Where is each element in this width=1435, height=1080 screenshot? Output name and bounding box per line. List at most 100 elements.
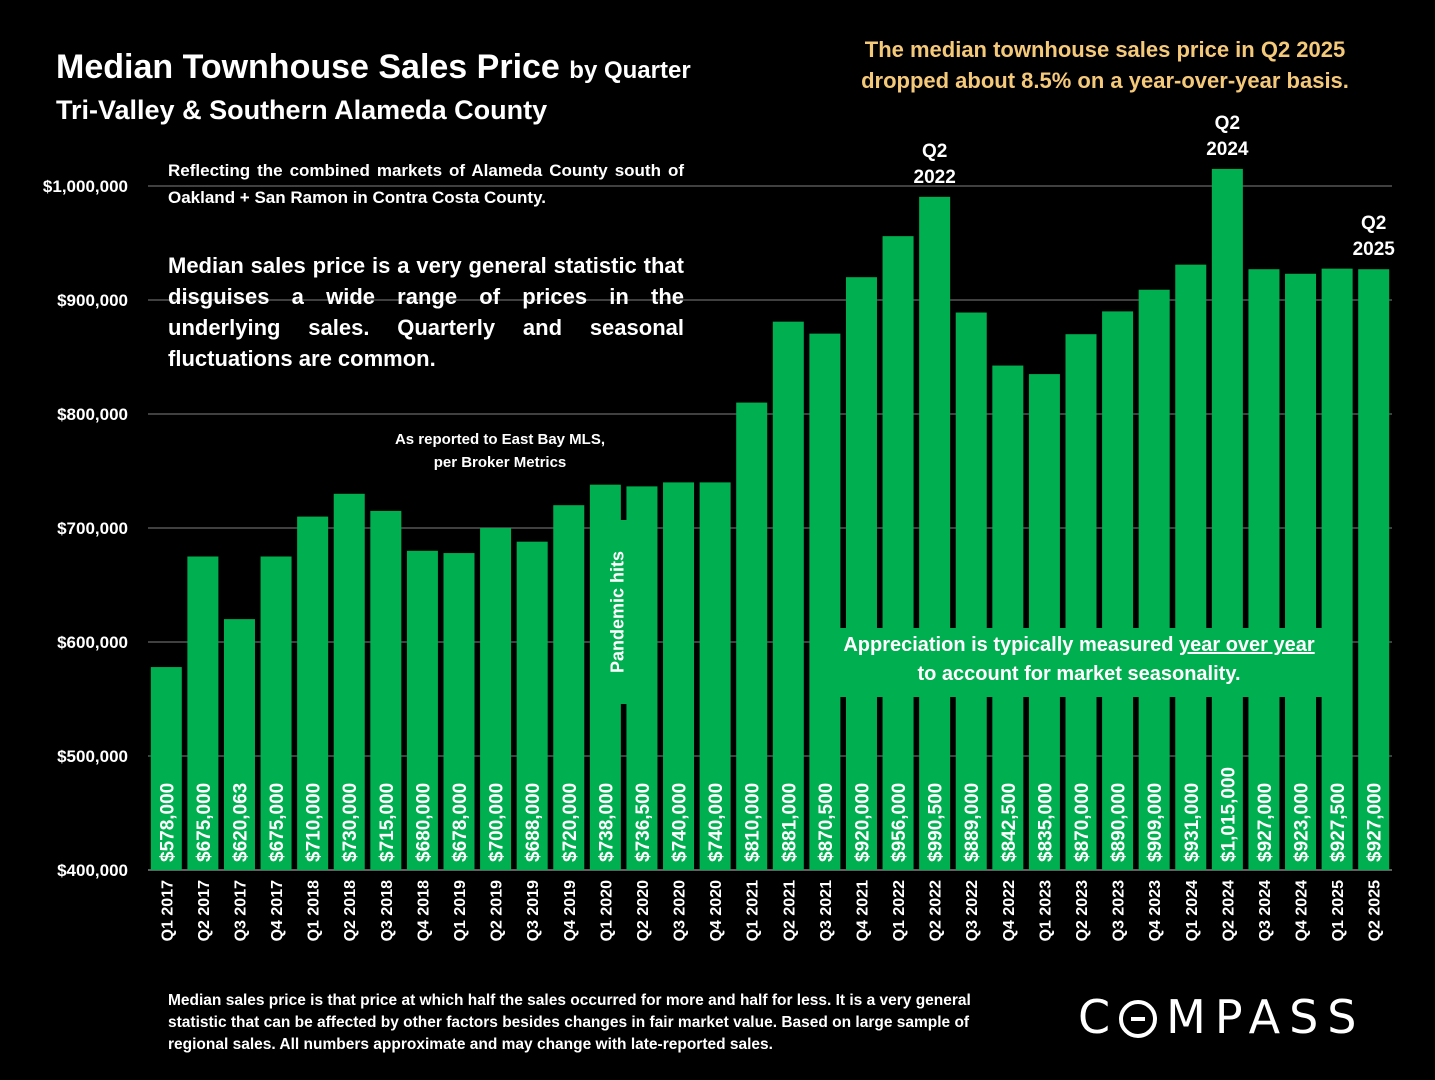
bar (1028, 374, 1060, 870)
data-label: $720,000 (560, 783, 581, 862)
bar (1285, 273, 1317, 870)
data-label: $923,000 (1292, 783, 1313, 862)
x-tick-label: Q3 2022 (964, 880, 981, 941)
bar (333, 493, 365, 870)
appreciation-line-2: to account for market seasonality. (917, 663, 1241, 685)
x-tick-label: Q4 2022 (1001, 880, 1018, 941)
y-tick-label: $800,000 (57, 405, 128, 424)
x-tick-label: Q2 2023 (1074, 880, 1091, 941)
x-tick-label: Q4 2017 (269, 880, 286, 941)
data-label: $675,000 (267, 783, 288, 862)
bar (845, 277, 877, 870)
y-axis: $400,000 $500,000 $600,000 $700,000 $800,000… (43, 177, 128, 880)
bar (1211, 168, 1243, 870)
pandemic-label: Pandemic hits (607, 550, 628, 674)
annotation-line-1: Q2 (922, 141, 947, 162)
data-label: $620,063 (230, 783, 251, 862)
data-label: $810,000 (743, 783, 764, 862)
bar (443, 553, 475, 870)
bar (736, 402, 768, 870)
bar (260, 556, 292, 870)
bars (150, 168, 1390, 871)
data-label: $715,000 (377, 783, 398, 862)
bar (516, 541, 548, 870)
chart-title: Median Townhouse Sales Price by Quarter (56, 48, 691, 86)
bar (992, 365, 1024, 870)
data-labels: $578,000 $675,000 $620,063 $675,000 $710,000… (157, 767, 1385, 862)
bar (480, 528, 512, 870)
data-label: $927,000 (1255, 783, 1276, 862)
x-tick-label: Q3 2021 (818, 880, 835, 941)
data-label: $578,000 (157, 783, 178, 862)
x-tick-label: Q2 2017 (196, 880, 213, 941)
x-tick-label: Q2 2024 (1220, 880, 1237, 941)
data-label: $920,000 (852, 783, 873, 862)
data-label: $835,000 (1035, 783, 1056, 862)
headline-line-2: dropped about 8.5% on a year-over-year b… (861, 68, 1349, 93)
x-tick-label: Q4 2024 (1294, 880, 1311, 941)
data-label: $890,000 (1109, 783, 1130, 862)
data-label: $688,000 (523, 783, 544, 862)
data-label: $740,000 (706, 783, 727, 862)
data-label: $931,000 (1182, 783, 1203, 862)
x-tick-label: Q1 2023 (1037, 880, 1054, 941)
source-line-1: As reported to East Bay MLS, (394, 431, 606, 448)
x-tick-label: Q1 2024 (1184, 880, 1201, 941)
bar (297, 516, 329, 870)
annotation-line-2: 2024 (1206, 139, 1249, 160)
data-label: $738,000 (596, 783, 617, 862)
x-tick-label: Q2 2025 (1367, 880, 1384, 941)
bar (699, 482, 731, 870)
x-tick-label: Q4 2018 (415, 880, 432, 941)
bar (1248, 269, 1280, 871)
x-tick-label: Q1 2018 (306, 880, 323, 941)
median-note: Median sales price is a very general sta… (168, 253, 684, 371)
x-tick-label: Q3 2024 (1257, 880, 1274, 941)
data-label: $740,000 (670, 783, 691, 862)
x-tick-label: Q4 2019 (562, 880, 579, 941)
x-tick-label: Q1 2021 (745, 880, 762, 941)
x-tick-label: Q1 2025 (1330, 880, 1347, 941)
compass-logo: C MPASS (1078, 990, 1366, 1044)
data-label: $730,000 (340, 783, 361, 862)
x-tick-label: Q4 2020 (708, 880, 725, 941)
data-label: $889,000 (962, 783, 983, 862)
y-tick-label: $1,000,000 (43, 177, 128, 196)
x-tick-label: Q1 2017 (159, 880, 176, 941)
bar (150, 667, 182, 870)
x-tick-label: Q3 2019 (525, 880, 542, 941)
data-label: $1,015,000 (1218, 767, 1239, 862)
annotation-line-1: Q2 (1361, 213, 1386, 234)
x-tick-label: Q3 2023 (1111, 880, 1128, 941)
x-tick-label: Q1 2020 (598, 880, 615, 941)
bar (1358, 269, 1390, 871)
footnote: Median sales price is that price at whic… (168, 992, 971, 1053)
x-tick-label: Q3 2017 (232, 880, 249, 941)
y-tick-label: $500,000 (57, 747, 128, 766)
logo-o-mark (1119, 1000, 1158, 1038)
bar (406, 550, 438, 870)
y-tick-label: $900,000 (57, 291, 128, 310)
data-label: $927,500 (1328, 783, 1349, 862)
x-tick-label: Q4 2021 (854, 880, 871, 941)
appreciation-line-1: Appreciation is typically measured year … (843, 634, 1315, 656)
data-label: $956,000 (889, 783, 910, 862)
data-label: $736,500 (633, 783, 654, 862)
annotation-line-2: 2025 (1353, 239, 1396, 260)
x-axis: Q1 2017 Q2 2017 Q3 2017 Q4 2017 Q1 2018 Q2 20… (159, 880, 1383, 941)
bar (370, 510, 402, 870)
bar (1321, 268, 1353, 870)
bar (955, 312, 987, 870)
y-tick-label: $400,000 (57, 861, 128, 880)
data-label: $700,000 (487, 783, 508, 862)
y-tick-label: $700,000 (57, 519, 128, 538)
bar (882, 236, 914, 870)
bar (553, 505, 585, 870)
pandemic-annotation: Pandemic hits (596, 520, 640, 704)
x-tick-label: Q1 2022 (891, 880, 908, 941)
bar (187, 556, 219, 870)
data-label: $870,000 (1072, 783, 1093, 862)
bar (1065, 334, 1097, 870)
market-note: Reflecting the combined markets of Alame… (168, 161, 684, 207)
data-label: $680,000 (413, 783, 434, 862)
